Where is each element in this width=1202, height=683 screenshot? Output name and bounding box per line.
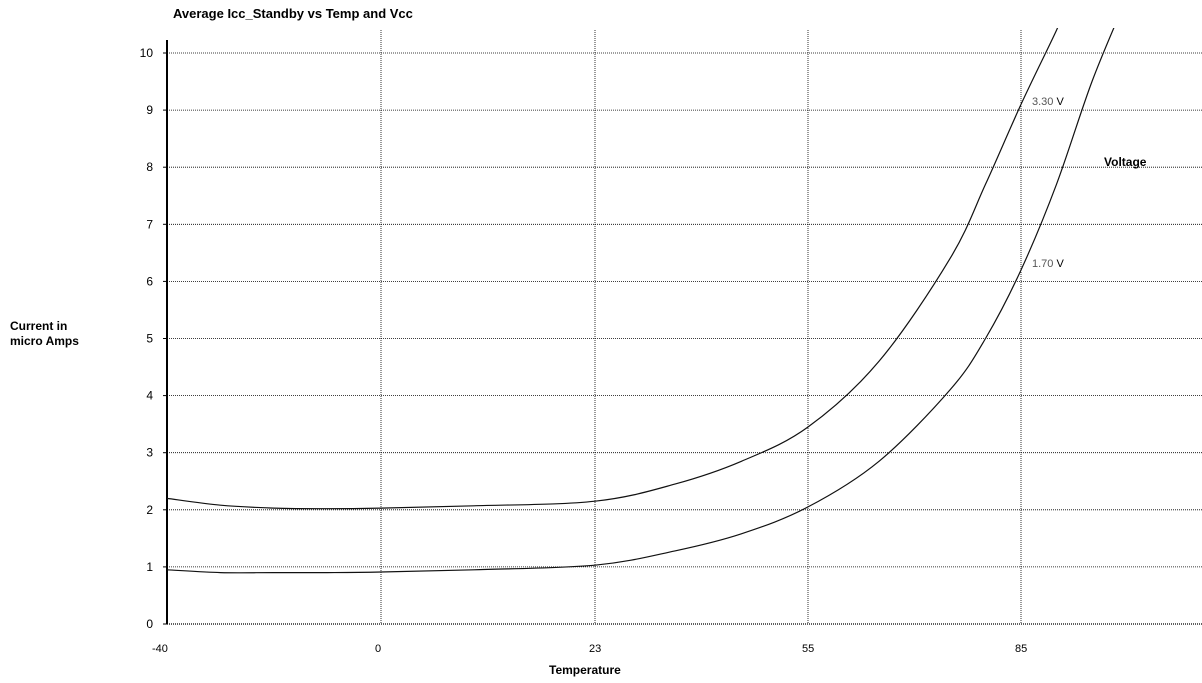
x-tick-label: 55	[802, 643, 814, 655]
series-label-1v70: 1.70 V	[1032, 258, 1064, 270]
series-label-3v30-unit: V	[1056, 96, 1064, 108]
y-tick-label: 6	[146, 274, 153, 288]
y-tick-label: 9	[146, 103, 153, 117]
y-tick-label: 7	[146, 217, 153, 231]
y-tick-label: 3	[146, 446, 153, 460]
series-label-1v70-unit: V	[1056, 258, 1064, 270]
x-tick-label: -40	[152, 643, 168, 655]
legend-title: Voltage	[1104, 155, 1147, 169]
y-tick-label: 1	[146, 560, 153, 574]
x-tick-label: 85	[1015, 643, 1027, 655]
chart-title: Average Icc_Standby vs Temp and Vcc	[173, 6, 413, 21]
series-label-3v30-value: 3.30	[1032, 96, 1054, 108]
y-tick-label: 2	[146, 503, 153, 517]
y-tick-label: 0	[146, 617, 153, 631]
series-lines	[167, 28, 1115, 574]
series-label-1v70-value: 1.70	[1032, 258, 1054, 270]
y-axis-label: Current in micro Amps	[10, 319, 79, 348]
x-tick-label: 0	[375, 643, 381, 655]
grid	[167, 30, 1202, 624]
x-axis-label: Temperature	[549, 663, 621, 677]
y-tick-label: 4	[146, 389, 153, 403]
series-line-3v30	[167, 28, 1059, 510]
series-line-1v70	[167, 28, 1115, 574]
y-tick-label: 5	[146, 332, 153, 346]
series-label-3v30: 3.30 V	[1032, 96, 1064, 108]
y-tick-label: 10	[140, 46, 154, 60]
y-tick-label: 8	[146, 160, 153, 174]
x-tick-label: 23	[589, 643, 601, 655]
